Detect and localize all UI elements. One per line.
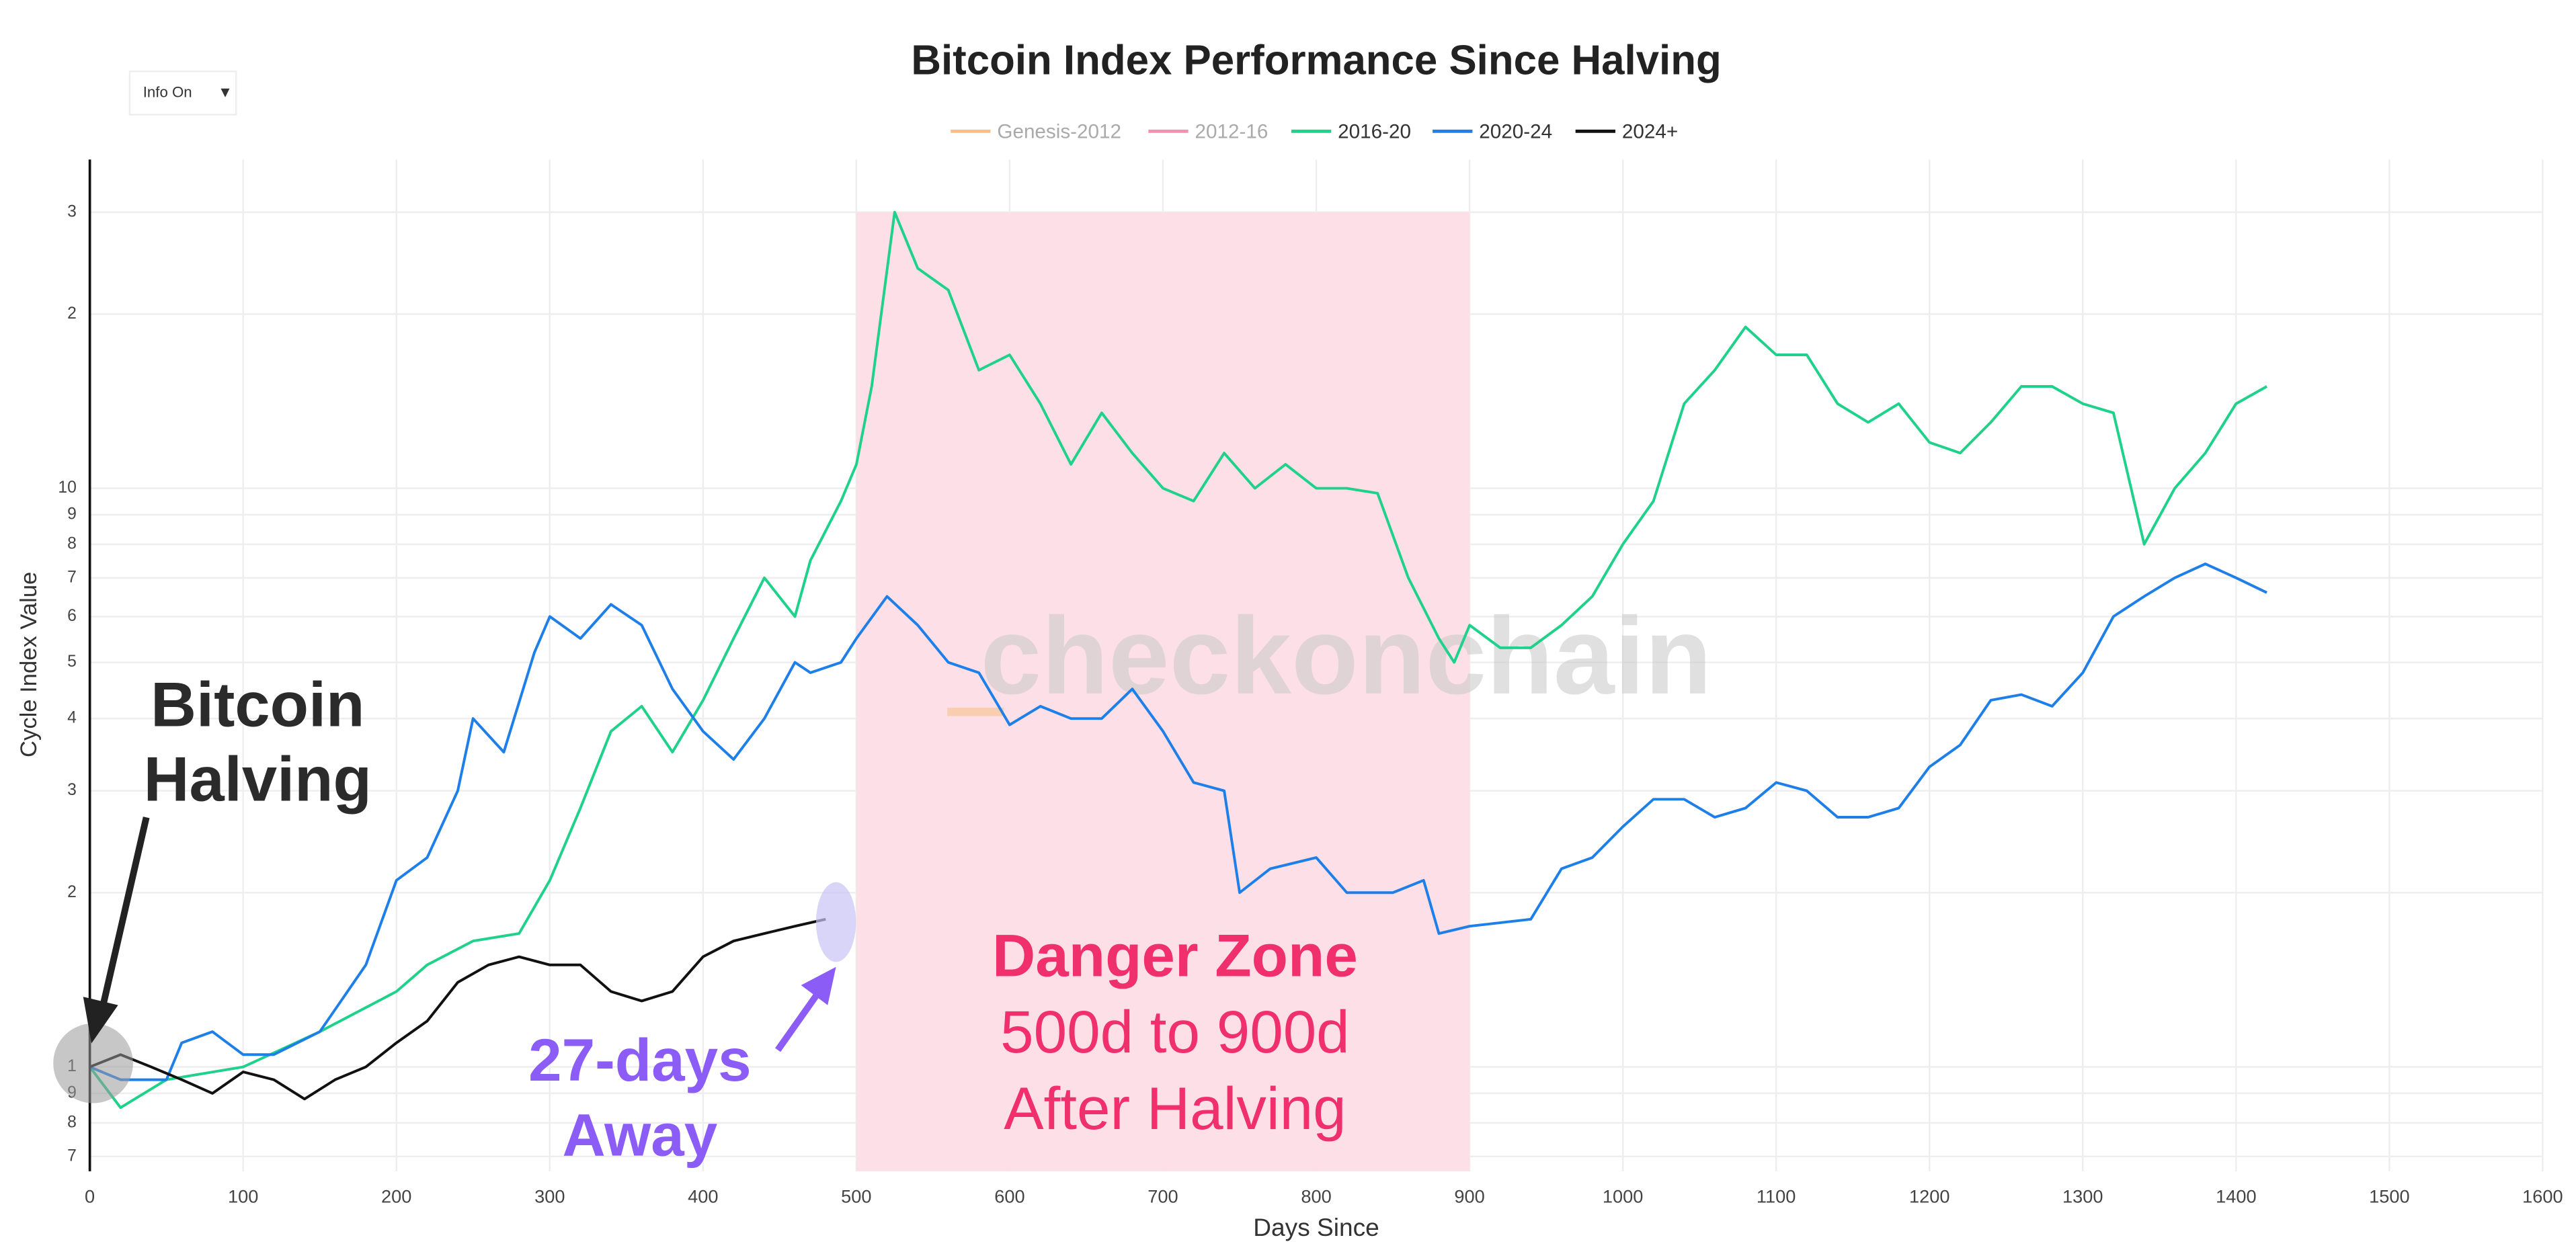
y-tick-label: 10 <box>58 478 76 497</box>
y-tick-label: 7 <box>67 1147 77 1165</box>
y-tick-label: 2 <box>67 304 77 323</box>
countdown-arrowhead <box>801 966 836 1005</box>
y-tick-label: 2 <box>67 883 77 901</box>
y-tick-label: 4 <box>67 709 77 727</box>
x-tick-label: 100 <box>228 1186 258 1207</box>
dropdown-label[interactable]: Info On <box>143 83 192 100</box>
annotation: Halving <box>144 744 372 815</box>
y-tick-label: 7 <box>67 568 77 586</box>
x-tick-label: 800 <box>1301 1186 1331 1207</box>
y-tick-label: 8 <box>67 1113 77 1131</box>
halving-arrow <box>99 817 150 1006</box>
countdown-arrow <box>775 991 821 1052</box>
dropdown[interactable] <box>128 71 237 116</box>
x-tick-label: 0 <box>85 1186 95 1207</box>
watermark-dash <box>947 708 1004 716</box>
x-tick-label: 200 <box>381 1186 411 1207</box>
x-tick-label: 600 <box>994 1186 1024 1207</box>
x-tick-label: 1300 <box>2062 1186 2103 1207</box>
series-line <box>89 210 2268 1110</box>
x-tick-label: 1000 <box>1603 1186 1643 1207</box>
annotation: Bitcoin <box>151 669 364 739</box>
watermark: checkonchain <box>981 594 1712 717</box>
x-tick-label: 1100 <box>1757 1186 1796 1207</box>
halving-arrowhead <box>83 997 118 1044</box>
annotation: Danger Zone <box>992 921 1358 989</box>
legend-label: 2016-20 <box>1338 121 1411 143</box>
y-tick-label: 3 <box>67 781 77 799</box>
x-tick-label: 300 <box>534 1186 565 1207</box>
y-tick-label: 5 <box>67 653 77 671</box>
dropdown-arrow[interactable]: ▼ <box>218 83 233 100</box>
x-axis-title: Days Since <box>1253 1213 1379 1241</box>
danger-zone-rect <box>856 212 1470 1171</box>
next-halving-marker <box>815 882 856 962</box>
x-tick-label: 1200 <box>1909 1186 1949 1207</box>
annotation: After Halving <box>1004 1075 1346 1142</box>
series-line <box>89 917 826 1101</box>
x-tick-label: 1600 <box>2522 1186 2563 1207</box>
y-tick-label: 9 <box>67 505 77 523</box>
x-tick-label: 700 <box>1148 1186 1178 1207</box>
chart-title: Bitcoin Index Performance Since Halving <box>911 37 1721 83</box>
halving-marker <box>53 1023 133 1103</box>
x-tick-label: 1500 <box>2369 1186 2409 1207</box>
legend-label: 2020-24 <box>1479 121 1552 143</box>
x-tick-label: 400 <box>688 1186 718 1207</box>
y-tick-label: 3 <box>67 202 77 220</box>
y-tick-label: 6 <box>67 607 77 625</box>
legend-label: 2024+ <box>1622 121 1678 143</box>
x-tick-label: 1400 <box>2216 1186 2256 1207</box>
legend-label: Genesis-2012 <box>997 121 1121 143</box>
legend-label: 2012-16 <box>1195 121 1269 143</box>
x-tick-label: 900 <box>1454 1186 1484 1207</box>
y-axis-title: Cycle Index Value <box>16 572 42 757</box>
y-tick-label: 8 <box>67 534 77 552</box>
x-tick-label: 500 <box>841 1186 871 1207</box>
danger-zone <box>856 212 1470 1171</box>
annotation: 500d to 900d <box>1000 998 1350 1065</box>
series-line <box>89 562 2267 1081</box>
legend: Genesis-2012 2012-16 2016-20 2020-24 2024+ <box>951 121 1678 143</box>
annotation: Away <box>562 1101 717 1168</box>
annotation: 27-days <box>528 1026 751 1093</box>
lines <box>89 210 2268 1110</box>
